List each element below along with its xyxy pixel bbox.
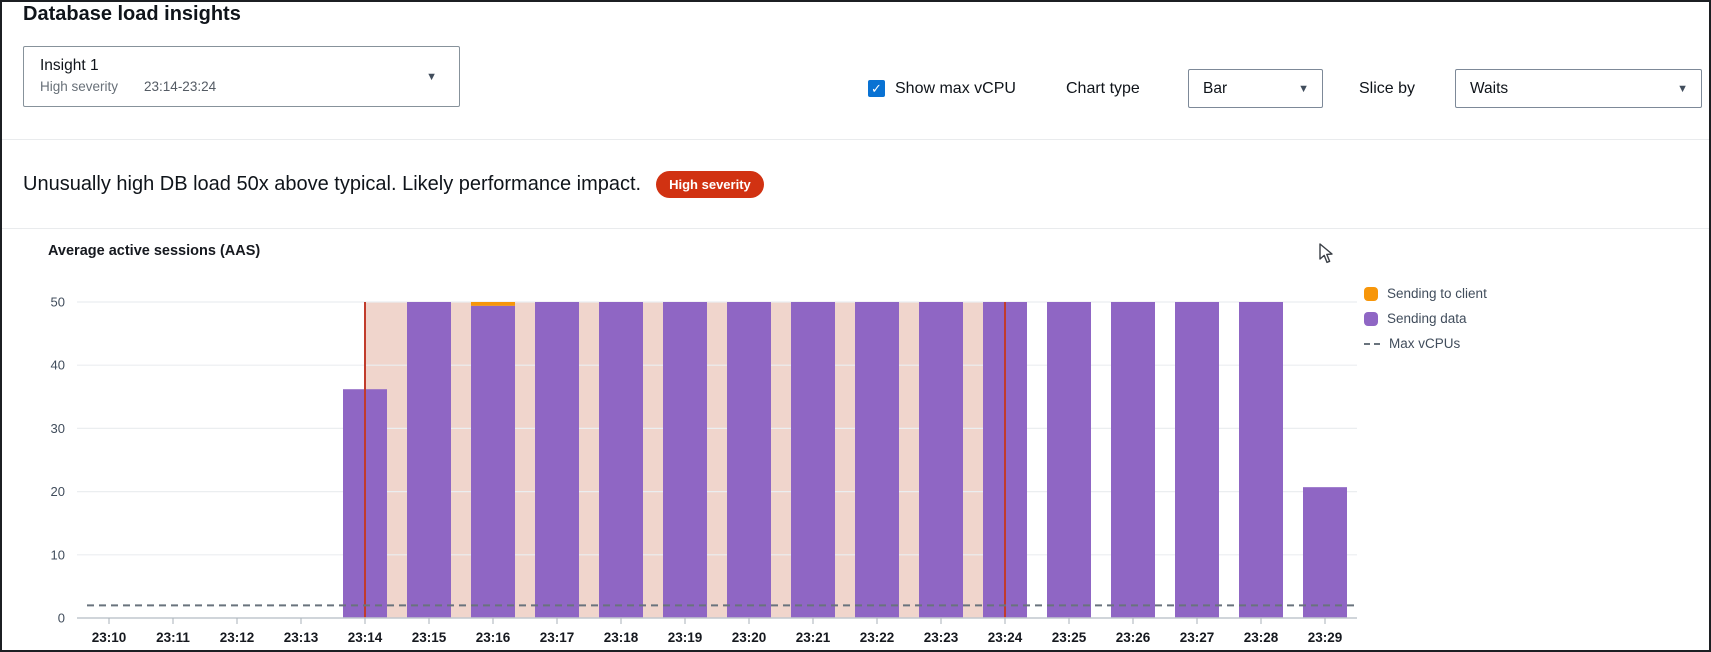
x-axis-tick-label: 23:11 [156,630,190,645]
chart-type-select[interactable]: Bar ▼ [1188,69,1323,108]
bar-sending-data-23:15[interactable] [407,302,451,618]
checkmark-icon: ✓ [871,80,882,96]
insight-severity: High severity [40,79,119,94]
bar-sending-data-23:22[interactable] [855,302,899,618]
x-axis-tick-label: 23:14 [348,630,383,645]
x-axis-tick-label: 23:16 [476,630,511,645]
slice-by-label: Slice by [1359,79,1416,97]
chart-type-value: Bar [1203,79,1228,97]
slice-by-select[interactable]: Waits ▼ [1455,69,1702,108]
insight-summary-row: Unusually high DB load 50x above typical… [2,140,1709,229]
show-max-vcpu-checkbox[interactable]: ✓ [868,80,885,97]
x-axis-tick-label: 23:27 [1180,630,1215,645]
legend-swatch-orange [1364,286,1378,301]
insight-time-range: 23:14-23:24 [144,79,217,94]
x-axis-tick-label: 23:17 [540,630,575,645]
y-axis-tick-label: 20 [51,484,65,499]
x-axis-tick-label: 23:13 [284,630,319,645]
legend-label: Max vCPUs [1389,336,1461,351]
bar-sending-data-23:20[interactable] [727,302,771,618]
bar-sending-to-client-23:16[interactable] [471,302,515,306]
legend-label: Sending data [1387,311,1467,326]
dashed-line-icon [1364,342,1380,345]
severity-badge: High severity [656,170,764,198]
x-axis-tick-label: 23:25 [1052,630,1087,645]
mouse-cursor [1319,243,1333,264]
chevron-down-icon: ▼ [1298,82,1309,95]
bar-sending-data-23:28[interactable] [1239,302,1283,618]
bar-sending-data-23:17[interactable] [535,302,579,618]
page-title: Database load insights [23,3,241,25]
x-axis-tick-label: 23:12 [220,630,255,645]
y-axis-tick-label: 50 [51,295,65,310]
aas-chart-section: Average active sessions (AAS) 0 10 20 30 40 5… [2,229,1709,649]
insight-message: Unusually high DB load 50x above typical… [23,172,642,195]
y-axis-tick-label: 40 [51,358,65,373]
bar-sending-data-23:29[interactable] [1303,487,1347,618]
insight-selector-subtext: High severity 23:14-23:24 [40,77,443,97]
bar-sending-data-23:16[interactable] [471,305,515,618]
x-axis-tick-label: 23:26 [1116,630,1151,645]
x-axis-tick-label: 23:18 [604,630,639,645]
chart-title: Average active sessions (AAS) [48,243,261,259]
bar-sending-data-23:27[interactable] [1175,302,1219,618]
x-axis-tick-label: 23:28 [1244,630,1279,645]
slice-by-value: Waits [1470,79,1509,97]
legend-item-max-vcpus[interactable]: Max vCPUs [1364,331,1487,356]
legend-item-sending-to-client[interactable]: Sending to client [1364,281,1487,306]
legend-label: Sending to client [1387,286,1487,301]
chart-type-label: Chart type [1066,79,1140,97]
chart-legend: Sending to client Sending data Max vCPUs [1364,281,1487,356]
x-axis-tick-label: 23:10 [92,630,127,645]
bar-sending-data-23:23[interactable] [919,302,963,618]
insight-selector-value: Insight 1 [40,57,99,74]
legend-swatch-purple [1364,311,1378,326]
bar-sending-data-23:25[interactable] [1047,302,1091,618]
header-section: Database load insights Insight 1 High se… [2,2,1709,140]
x-axis-tick-label: 23:23 [924,630,959,645]
bar-sending-data-23:26[interactable] [1111,302,1155,618]
x-axis-tick-label: 23:15 [412,630,447,645]
bar-sending-data-23:21[interactable] [791,302,835,618]
y-axis-tick-label: 0 [58,611,65,626]
bar-sending-data-23:19[interactable] [663,302,707,618]
legend-item-sending-data[interactable]: Sending data [1364,306,1487,331]
y-axis-tick-label: 10 [51,547,65,562]
chevron-down-icon: ▼ [1677,82,1688,95]
x-axis-tick-label: 23:22 [860,630,895,645]
chart-controls: ✓ Show max vCPU Chart type Bar ▼ Slice b… [2,69,1709,108]
x-axis-tick-label: 23:29 [1308,630,1343,645]
x-axis-tick-label: 23:19 [668,630,703,645]
x-axis-tick-label: 23:21 [796,630,831,645]
show-max-vcpu-control[interactable]: ✓ Show max vCPU [868,69,1016,108]
chevron-down-icon: ▼ [426,70,437,83]
bar-sending-data-23:18[interactable] [599,302,643,618]
show-max-vcpu-label: Show max vCPU [895,79,1016,97]
x-axis-tick-label: 23:20 [732,630,767,645]
insight-selector-dropdown[interactable]: Insight 1 High severity 23:14-23:24 ▼ [23,46,460,107]
aas-bar-chart: 0 10 20 30 40 50 23:10 23:11 23:12 23:13 23:14 23:1… [51,295,1357,645]
y-axis-tick-label: 30 [51,421,65,436]
x-axis-tick-label: 23:24 [988,630,1023,645]
